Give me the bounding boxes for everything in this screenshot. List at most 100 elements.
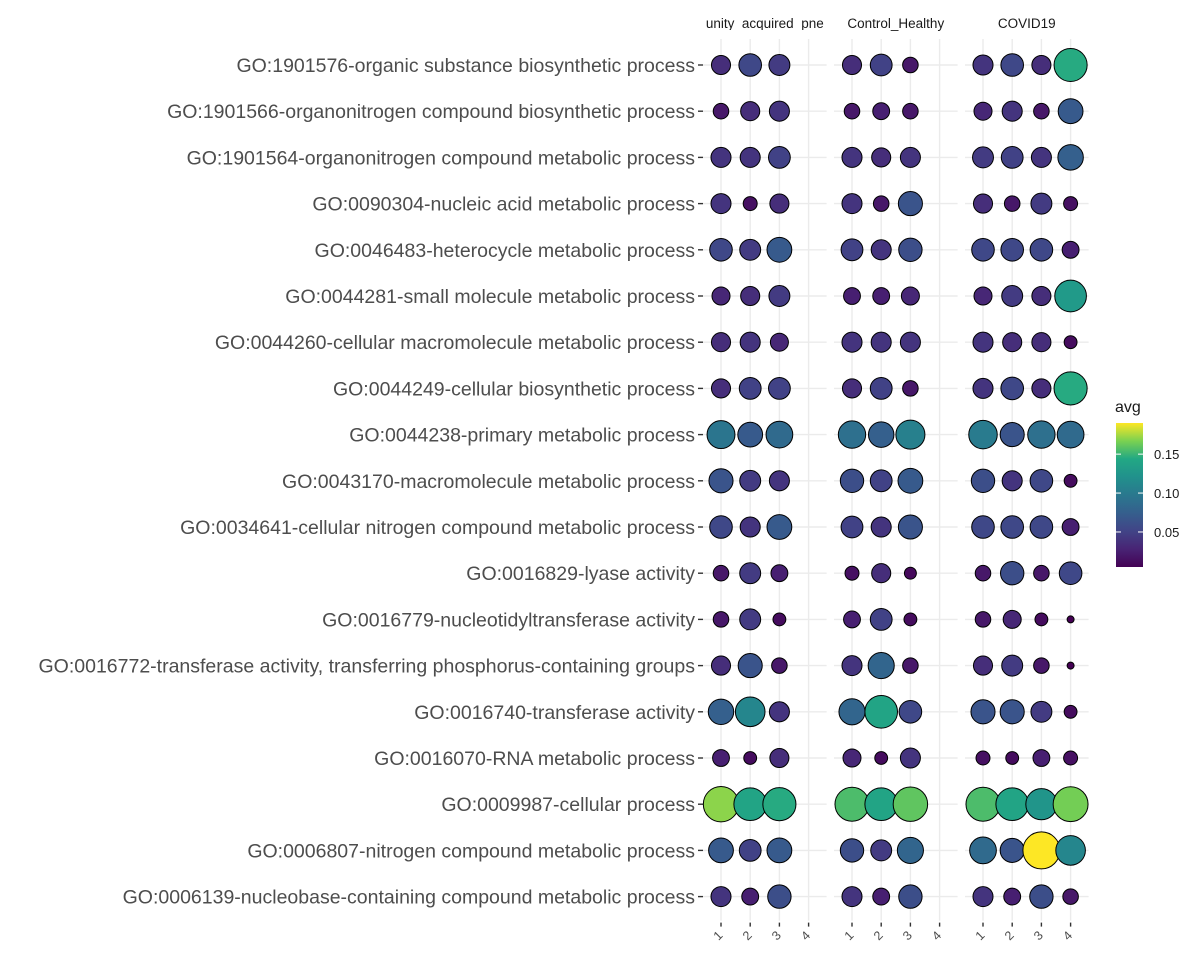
data-point [768,146,791,169]
data-point [1003,887,1022,906]
facet-title-0: unity_acquired_pne [706,16,824,31]
data-point [1063,750,1079,766]
data-point [974,564,992,582]
y-tick-label: GO:0034641-cellular nitrogen compound me… [180,517,695,539]
data-point [770,564,789,583]
data-point [1031,378,1052,399]
data-point [1027,420,1056,449]
data-point [895,419,926,450]
y-tick-label: GO:0006807-nitrogen compound metabolic p… [247,840,695,862]
data-point [974,611,992,628]
data-point [1031,332,1052,353]
data-point [1000,376,1025,401]
data-point [1033,564,1050,582]
data-point [840,515,864,539]
legend-tick-label: 0.15 [1154,447,1179,462]
y-tick-label: GO:1901566-organonitrogen compound biosy… [167,101,695,123]
data-point [902,657,919,674]
y-tick-label: GO:0006139-nucleobase-containing compoun… [123,887,696,909]
data-point [970,468,996,493]
data-point [841,193,863,215]
data-point [1003,195,1021,212]
data-point [733,787,768,822]
data-point [971,515,995,539]
data-point [1000,53,1025,77]
data-point [1056,420,1085,449]
data-point [1002,609,1022,629]
x-tick-label: 1 [842,928,857,943]
data-point [1032,749,1051,767]
data-point [902,56,919,74]
data-point [743,751,758,765]
data-point [710,193,732,215]
data-point [898,237,923,262]
data-point [706,420,736,450]
data-point [1058,561,1083,586]
x-tick-label: 3 [900,928,915,943]
data-point [968,419,998,450]
data-point [1061,518,1080,536]
x-tick-label: 1 [973,928,988,943]
y-tick-label: GO:1901576-organic substance biosyntheti… [236,55,695,77]
y-tick-label: GO:0016779-nucleotidyltransferase activi… [322,609,695,631]
data-point [710,54,732,76]
data-point [871,147,892,168]
data-point [1030,700,1053,723]
data-point [899,747,921,769]
data-point [972,54,994,76]
data-point [965,786,1001,822]
data-point [864,787,899,822]
data-point [1001,470,1023,492]
data-point [710,332,732,353]
data-point [972,655,994,676]
data-point [897,467,924,494]
data-point [972,146,994,169]
y-tick-label: GO:0009987-cellular process [441,794,695,816]
data-point [896,836,924,864]
data-point [973,286,993,306]
data-point [995,787,1030,822]
data-point [1001,100,1023,122]
data-point [707,698,735,726]
data-point [969,836,997,865]
data-point [738,839,762,862]
data-point [972,377,994,399]
data-point [903,612,918,627]
data-point [841,886,863,908]
data-point [839,468,865,493]
data-point [971,238,995,262]
y-tick-label: GO:0044281-small molecule metabolic proc… [285,286,695,308]
data-point [838,698,866,726]
data-point [841,655,863,677]
data-point [769,747,790,769]
data-point [1061,240,1080,259]
data-point [843,610,861,629]
data-point [844,565,860,581]
legend-tick-label: 0.10 [1154,486,1179,501]
data-point [709,238,733,262]
data-point [1054,279,1087,313]
data-point [1062,888,1079,905]
y-tick-label: GO:0046483-heterocycle metabolic process [315,240,696,262]
data-point [903,566,917,580]
data-point [972,886,994,908]
data-point [841,146,863,168]
x-tick-label: 3 [1031,928,1046,943]
data-point [899,146,921,168]
data-point [972,193,994,214]
data-point [1022,831,1061,870]
data-point [1029,884,1054,909]
data-point [975,750,991,766]
points [702,47,1089,909]
data-point [710,655,732,676]
data-point [738,53,763,77]
data-point [999,422,1025,448]
data-point [837,420,867,449]
data-point [897,514,923,540]
data-point [843,287,861,305]
data-point [712,564,730,582]
x-tick-label: 2 [871,928,886,943]
data-point [739,146,761,168]
y-tick-label: GO:1901564-organonitrogen compound metab… [187,147,696,169]
